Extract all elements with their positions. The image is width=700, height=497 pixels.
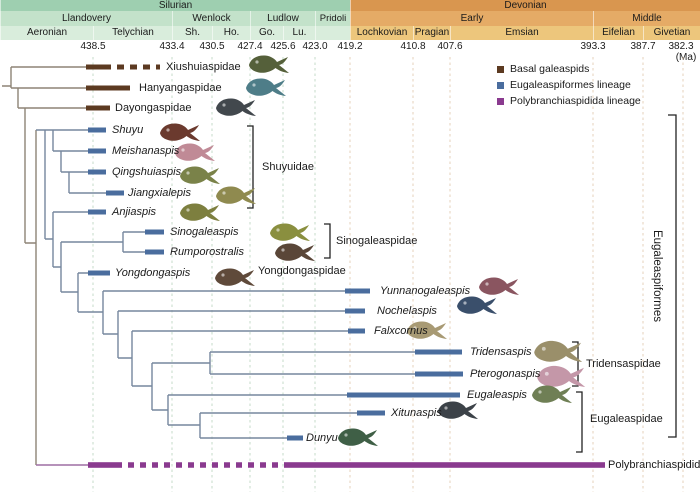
range-bars-basal [86, 64, 130, 111]
fish-xitunaspis [438, 401, 478, 419]
period-devonian: Devonian [350, 0, 700, 11]
legend-item-polybranchiaspidida: Polybranchiaspidida lineage [497, 93, 641, 109]
stage-label: Lochkovian [356, 27, 408, 38]
stage-label: Ho. [223, 27, 240, 38]
fish-hanyangaspidae [246, 78, 286, 96]
legend-item-basal: Basal galeaspids [497, 61, 641, 77]
age-tick: 387.7 [630, 41, 656, 52]
epoch-ludlow: Ludlow [250, 11, 315, 26]
eugaleaspidae-bracket [576, 391, 583, 453]
age-tick: 425.6 [270, 41, 296, 52]
stage-eifelian: Eifelian [593, 26, 643, 40]
epoch-label: Llandovery [62, 12, 111, 24]
fish-shuyu [160, 123, 200, 141]
age-tick: 427.4 [237, 41, 263, 52]
epoch-label: Pridoli [319, 12, 347, 24]
fish-eugaleaspis [532, 385, 572, 403]
range-bars-blue [88, 127, 463, 441]
fish-yunnanogaleaspis [479, 277, 519, 295]
epoch-early-devonian: Early [350, 11, 593, 26]
fish-images [160, 55, 586, 446]
age-tick: 423.0 [302, 41, 328, 52]
fish-sinogaleaspis [270, 223, 310, 241]
stage-label: Go. [258, 27, 276, 38]
ma-unit-label: (Ma) [675, 52, 697, 63]
stage-label: Givetian [653, 27, 691, 38]
stage-pragian: Pragian [413, 26, 450, 40]
legend-label: Basal galeaspids [510, 63, 590, 75]
stage-emsian: Emsian [450, 26, 593, 40]
stage-ludfordian: Lu. [283, 26, 315, 40]
age-tick: 382.3 [668, 41, 694, 52]
age-tick: 419.2 [337, 41, 363, 52]
legend-item-eugaleaspiformes: Eugaleaspiformes lineage [497, 77, 641, 93]
age-tick: 438.5 [80, 41, 106, 52]
stage-givetian: Givetian [643, 26, 700, 40]
legend-swatch-eugaleaspiformes [497, 81, 504, 89]
age-tick: 393.3 [580, 41, 606, 52]
epoch-wenlock: Wenlock [172, 11, 250, 26]
fish-dunyu [338, 428, 378, 446]
epoch-label: Middle [632, 12, 662, 24]
stage-homerian: Ho. [212, 26, 250, 40]
stage-label: Lu. [292, 27, 307, 38]
range-bar-polybranchiaspidida [88, 462, 605, 468]
clade-brackets [247, 114, 677, 453]
fish-rumporostralis [275, 243, 315, 261]
epoch-label: Ludlow [267, 12, 299, 24]
period-label: Devonian [504, 0, 547, 11]
legend-label: Polybranchiaspidida lineage [510, 95, 641, 107]
epoch-llandovery: Llandovery [0, 11, 172, 26]
shuyuidae-bracket [247, 125, 254, 209]
fish-nochelaspis [457, 296, 497, 314]
stage-label: Sh. [184, 27, 200, 38]
epoch-label: Early [460, 12, 484, 24]
basal-branches [2, 66, 86, 465]
eugaleaspiformes-bracket [668, 114, 677, 438]
eugaleaspiformes-branches [36, 129, 415, 439]
age-tick: 407.6 [437, 41, 463, 52]
period-silurian: Silurian [0, 0, 350, 11]
fish-qingshuiaspis [180, 166, 220, 184]
age-tick: 430.5 [199, 41, 225, 52]
age-tick: 410.8 [400, 41, 426, 52]
fish-anjiaspis [180, 203, 220, 221]
fish-yongdongaspis [215, 268, 255, 286]
stage-sheinwoodian: Sh. [172, 26, 212, 40]
stage-label: Pragian [414, 27, 450, 38]
stage-label: Telychian [112, 27, 154, 38]
age-tick: 433.4 [159, 41, 185, 52]
legend-swatch-polybranchiaspidida [497, 97, 504, 105]
fish-tridensaspis [534, 340, 583, 362]
stage-gorstian: Go. [250, 26, 283, 40]
stage-label: Eifelian [602, 27, 635, 38]
fish-falxcornus [407, 321, 447, 339]
epoch-pridoli: Pridoli [315, 11, 350, 26]
stage-label: Emsian [505, 27, 539, 38]
sinogaleaspidae-bracket [324, 223, 331, 259]
stage-telychian: Telychian [93, 26, 172, 40]
epoch-middle-devonian: Middle [593, 11, 700, 26]
legend-label: Eugaleaspiformes lineage [510, 79, 631, 91]
stage-pridoli-blank [315, 26, 350, 40]
period-label: Silurian [158, 0, 193, 11]
fish-meishanaspis [175, 143, 215, 161]
epoch-label: Wenlock [192, 12, 231, 24]
legend-swatch-basal [497, 65, 504, 73]
stage-lochkovian: Lochkovian [350, 26, 413, 40]
tridensaspidae-bracket [572, 341, 579, 387]
stage-label: Aeronian [26, 27, 68, 38]
stage-aeronian: Aeronian [0, 26, 93, 40]
gridlines [92, 57, 684, 492]
legend: Basal galeaspids Eugaleaspiformes lineag… [497, 61, 641, 109]
